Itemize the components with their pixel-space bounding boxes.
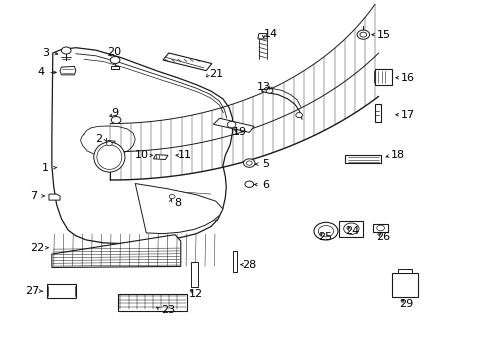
Text: 12: 12 <box>188 289 202 299</box>
Polygon shape <box>117 294 186 311</box>
Text: 17: 17 <box>400 110 414 120</box>
Text: 24: 24 <box>345 226 359 236</box>
Circle shape <box>106 141 112 146</box>
Polygon shape <box>52 48 232 243</box>
Polygon shape <box>391 274 417 297</box>
Text: 21: 21 <box>208 69 223 79</box>
Text: 13: 13 <box>256 81 270 91</box>
Circle shape <box>246 161 252 165</box>
Text: 5: 5 <box>262 159 269 169</box>
Text: 3: 3 <box>42 48 49 58</box>
Polygon shape <box>60 66 76 75</box>
Circle shape <box>169 194 175 199</box>
Circle shape <box>343 223 358 234</box>
Circle shape <box>318 225 333 237</box>
Text: 1: 1 <box>42 163 49 173</box>
Text: 20: 20 <box>107 47 121 57</box>
Polygon shape <box>167 193 177 199</box>
Polygon shape <box>163 53 211 71</box>
Text: 2: 2 <box>95 134 102 144</box>
Text: 29: 29 <box>399 299 413 309</box>
Text: 8: 8 <box>174 198 181 208</box>
Circle shape <box>61 47 71 54</box>
Text: 14: 14 <box>263 28 277 39</box>
Polygon shape <box>49 194 60 200</box>
Polygon shape <box>375 69 391 85</box>
Circle shape <box>111 117 121 123</box>
Circle shape <box>376 225 384 231</box>
Polygon shape <box>111 66 119 69</box>
Polygon shape <box>153 154 167 159</box>
Text: 11: 11 <box>177 150 191 160</box>
Polygon shape <box>135 184 223 234</box>
Text: 4: 4 <box>37 67 44 77</box>
Text: 19: 19 <box>232 127 246 138</box>
Text: 26: 26 <box>376 232 390 242</box>
Text: 23: 23 <box>161 305 175 315</box>
Circle shape <box>359 32 366 37</box>
Circle shape <box>265 88 272 93</box>
Text: 22: 22 <box>30 243 44 253</box>
Text: 25: 25 <box>317 232 331 242</box>
Text: 28: 28 <box>242 260 256 270</box>
Text: 27: 27 <box>25 286 40 296</box>
Polygon shape <box>257 33 267 39</box>
Circle shape <box>243 159 255 167</box>
Polygon shape <box>47 284 76 298</box>
Ellipse shape <box>94 142 124 172</box>
Polygon shape <box>52 235 181 267</box>
Circle shape <box>244 181 253 188</box>
Text: 7: 7 <box>30 191 37 201</box>
Polygon shape <box>374 104 380 122</box>
Polygon shape <box>397 269 411 274</box>
Circle shape <box>313 222 337 240</box>
Polygon shape <box>213 118 254 132</box>
Text: 9: 9 <box>111 108 119 118</box>
Polygon shape <box>261 87 270 93</box>
Polygon shape <box>107 140 115 146</box>
Circle shape <box>110 57 120 64</box>
Polygon shape <box>372 224 387 232</box>
Circle shape <box>295 113 302 118</box>
Text: 6: 6 <box>262 180 269 190</box>
Circle shape <box>227 121 235 128</box>
Polygon shape <box>345 154 380 163</box>
Polygon shape <box>232 251 237 272</box>
Text: 10: 10 <box>134 150 148 160</box>
Text: 16: 16 <box>400 73 414 83</box>
Polygon shape <box>339 221 363 237</box>
Text: 18: 18 <box>390 150 404 160</box>
Polygon shape <box>373 71 375 82</box>
Text: 15: 15 <box>376 30 390 40</box>
Circle shape <box>356 30 369 39</box>
Polygon shape <box>190 262 197 287</box>
